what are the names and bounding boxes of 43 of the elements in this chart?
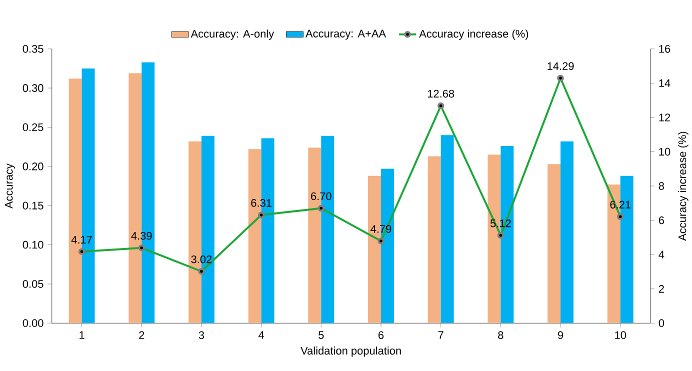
legend-label: Accuracy increase (%) xyxy=(419,30,528,40)
y2-tick-label: 10 xyxy=(659,148,670,156)
x-tick-label: 8 xyxy=(498,331,504,340)
y-tick-label: 0.00 xyxy=(22,319,44,328)
data-label: 5.12 xyxy=(490,219,511,228)
x-tick-label: 4 xyxy=(258,331,264,339)
y-tick-label: 0.25 xyxy=(22,123,44,132)
y-tick-label: 0.15 xyxy=(22,202,44,210)
x-axis-title: Validation population xyxy=(300,346,401,357)
data-label: 12.68 xyxy=(428,90,454,98)
x-tick-label: 3 xyxy=(198,331,204,340)
data-label: 3.02 xyxy=(191,255,212,264)
y2-tick-label: 16 xyxy=(659,44,670,53)
y-tick-label: 0.35 xyxy=(22,45,44,53)
y-axis-title: Accuracy xyxy=(5,163,15,209)
data-label: 6.21 xyxy=(610,200,631,209)
y2-tick-label: 0 xyxy=(658,319,664,328)
y2-tick-label: 8 xyxy=(658,182,664,190)
bar xyxy=(428,156,441,324)
x-tick-label: 9 xyxy=(558,331,564,340)
x-tick-label: 6 xyxy=(378,331,384,340)
y2-tick-label: 12 xyxy=(659,114,670,122)
x-tick-label: 5 xyxy=(318,331,324,339)
y-tick-label: 0.10 xyxy=(22,240,44,249)
y2-tick-label: 14 xyxy=(659,79,670,87)
y2-axis-title: Accuracy increase (%) xyxy=(678,132,688,241)
y2-tick-label: 2 xyxy=(658,285,664,293)
data-label: 4.79 xyxy=(370,225,392,233)
y2-tick-label: 6 xyxy=(658,216,664,224)
y2-tick-label: 4 xyxy=(658,250,664,258)
x-tick-label: 1 xyxy=(80,331,84,339)
legend-label: Accuracy: A-only xyxy=(190,30,274,40)
bar xyxy=(548,164,561,324)
bar xyxy=(560,141,574,324)
x-tick-label: 2 xyxy=(139,331,144,339)
bar xyxy=(440,135,454,324)
y-tick-label: 0.30 xyxy=(22,84,44,92)
data-label: 14.29 xyxy=(548,62,574,70)
y-tick-label: 0.20 xyxy=(22,162,44,170)
x-tick-label: 10 xyxy=(615,331,626,340)
y-tick-label: 0.05 xyxy=(22,280,44,288)
x-tick-label: 7 xyxy=(438,331,444,339)
legend-label: Accuracy: A+AA xyxy=(306,30,386,40)
